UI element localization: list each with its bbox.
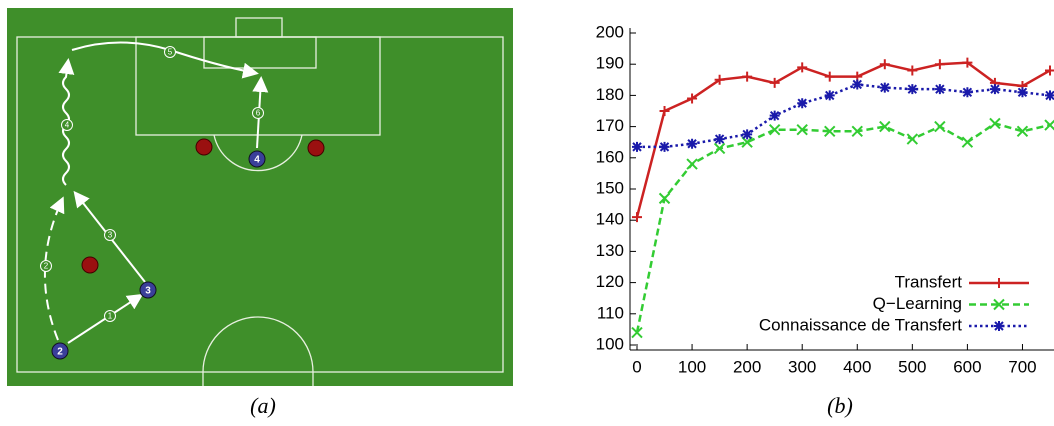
player-label: 4 bbox=[254, 155, 260, 166]
marker bbox=[907, 84, 918, 95]
pass-badge bbox=[40, 260, 52, 272]
marker bbox=[769, 77, 780, 88]
pass-label: 5 bbox=[168, 48, 173, 57]
y-tick-label: 150 bbox=[596, 178, 624, 197]
y-tick-label: 190 bbox=[596, 54, 624, 73]
y-tick-label: 170 bbox=[596, 116, 624, 135]
marker bbox=[879, 120, 891, 133]
marker bbox=[768, 124, 781, 136]
legend-marker bbox=[993, 298, 1005, 311]
pass-badge bbox=[61, 119, 73, 131]
player bbox=[248, 150, 266, 168]
marker bbox=[687, 138, 698, 149]
y-tick-label: 180 bbox=[596, 85, 624, 104]
marker bbox=[714, 74, 725, 85]
marker bbox=[1045, 65, 1054, 76]
marker bbox=[934, 84, 945, 95]
marker bbox=[714, 134, 725, 145]
marker bbox=[852, 79, 863, 90]
marker bbox=[934, 120, 946, 133]
marker bbox=[713, 142, 726, 155]
marker bbox=[962, 57, 973, 68]
y-tick-label: 200 bbox=[596, 22, 624, 41]
legend-marker bbox=[994, 321, 1004, 331]
x-tick-label: 0 bbox=[632, 357, 641, 376]
x-tick-label: 600 bbox=[953, 357, 981, 376]
marker bbox=[879, 82, 890, 93]
marker bbox=[742, 71, 753, 82]
marker bbox=[742, 129, 753, 140]
series-line bbox=[635, 61, 1051, 218]
marker bbox=[632, 141, 642, 152]
pass-label: 3 bbox=[108, 231, 113, 240]
marker bbox=[962, 87, 973, 98]
marker bbox=[879, 59, 890, 70]
marker bbox=[1045, 90, 1054, 101]
marker bbox=[824, 71, 835, 82]
soccer-field: 2 3 4 1 2 3 4 5 6 bbox=[7, 8, 513, 386]
marker bbox=[797, 62, 808, 73]
y-tick-label: 140 bbox=[596, 210, 624, 229]
y-tick-label: 160 bbox=[596, 147, 624, 166]
pass-label: 1 bbox=[108, 312, 113, 321]
y-tick-label: 100 bbox=[596, 334, 624, 353]
marker bbox=[631, 326, 643, 339]
legend-marker bbox=[994, 278, 1004, 288]
marker bbox=[1044, 119, 1054, 131]
player-label: 3 bbox=[145, 286, 151, 297]
marker bbox=[797, 98, 808, 109]
marker bbox=[851, 125, 863, 137]
marker bbox=[687, 93, 698, 104]
marker bbox=[934, 59, 945, 70]
pass-badge bbox=[164, 46, 176, 58]
marker bbox=[769, 110, 780, 121]
x-tick-label: 700 bbox=[1008, 357, 1036, 376]
player bbox=[51, 342, 69, 360]
marker bbox=[796, 124, 808, 136]
legend-label: Transfert bbox=[895, 272, 963, 291]
pass-badge bbox=[104, 310, 116, 322]
pass-label: 2 bbox=[44, 262, 49, 271]
player bbox=[139, 281, 157, 299]
y-tick-label: 110 bbox=[597, 303, 624, 322]
marker bbox=[906, 133, 919, 145]
y-tick-label: 120 bbox=[596, 272, 624, 291]
marker bbox=[1017, 87, 1028, 98]
marker bbox=[686, 158, 698, 170]
marker bbox=[659, 106, 670, 116]
x-tick-label: 400 bbox=[843, 357, 871, 376]
marker bbox=[989, 84, 1000, 95]
caption: (a) bbox=[250, 393, 276, 418]
series-line bbox=[635, 122, 1051, 333]
caption: (b) bbox=[827, 393, 853, 418]
y-tick-label: 130 bbox=[596, 241, 624, 260]
x-tick-label: 100 bbox=[678, 357, 706, 376]
player-label: 2 bbox=[57, 347, 63, 358]
marker bbox=[824, 90, 835, 101]
legend-label: Connaissance de Transfert bbox=[759, 315, 962, 334]
marker bbox=[632, 212, 642, 223]
x-tick-label: 300 bbox=[788, 357, 816, 376]
x-tick-label: 200 bbox=[733, 357, 761, 376]
marker bbox=[989, 117, 1001, 130]
marker bbox=[658, 192, 671, 205]
pass-badge bbox=[252, 107, 264, 119]
pass-label: 6 bbox=[256, 109, 261, 118]
x-tick-label: 500 bbox=[898, 357, 926, 376]
pass-badge bbox=[104, 229, 116, 241]
marker bbox=[659, 141, 670, 152]
marker bbox=[1016, 125, 1029, 137]
pass-label: 4 bbox=[65, 121, 70, 130]
marker bbox=[907, 65, 918, 76]
marker bbox=[961, 136, 974, 148]
marker bbox=[824, 125, 836, 137]
legend-label: Q−Learning bbox=[873, 294, 962, 313]
